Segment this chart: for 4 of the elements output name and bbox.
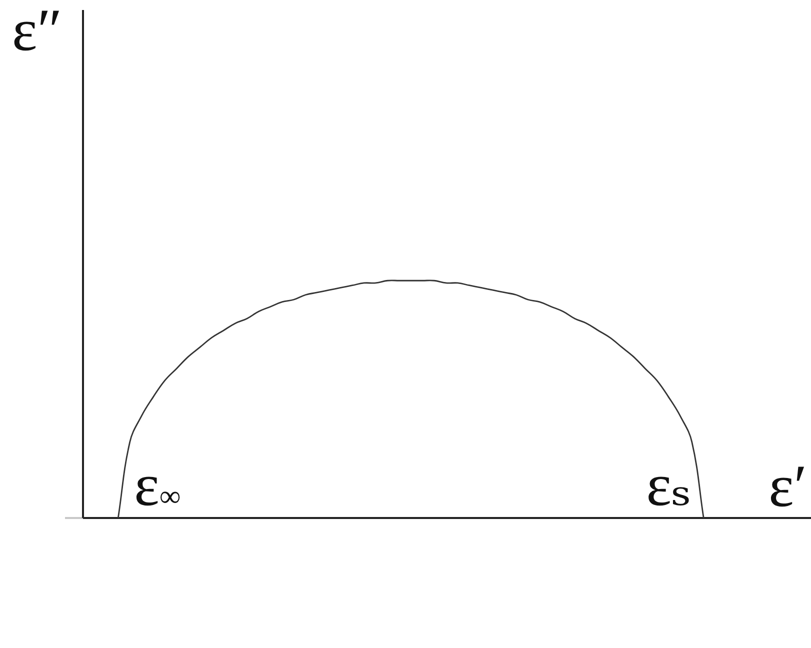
annotation: εₛ (646, 452, 692, 518)
annotation: ε∞ (134, 452, 181, 518)
y-axis-title: ε″ (12, 0, 62, 63)
x-axis-title: ε′ (768, 453, 808, 519)
